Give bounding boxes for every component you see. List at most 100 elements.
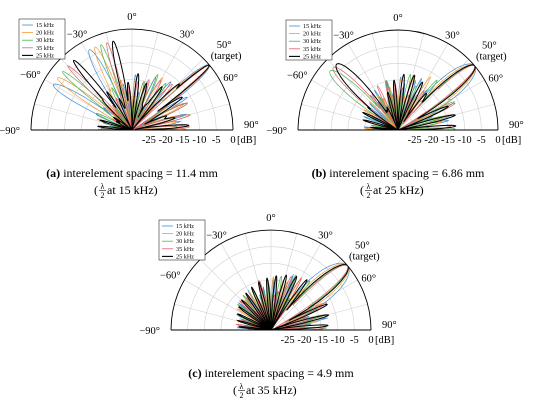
target-angle-label: 50° <box>482 41 497 52</box>
angle-tick-label: 0° <box>127 12 136 23</box>
fraction-numerator: λ <box>101 182 105 191</box>
legend-label: 20 kHz <box>36 30 54 37</box>
angle-tick-label: −90° <box>139 326 160 337</box>
caption-line: (c) interelement spacing = 4.9 mm <box>188 366 354 380</box>
subcaption-open: ( <box>94 183 98 197</box>
radial-tick-label: -15 <box>441 135 455 146</box>
angle-tick-label: −60° <box>20 70 41 81</box>
radial-tick-label: -15 <box>314 335 328 346</box>
radial-tick-label: -10 <box>331 335 345 346</box>
legend-box <box>18 18 66 60</box>
fraction-denominator: 2 <box>240 391 244 400</box>
radial-tick-label: 0 <box>230 135 235 146</box>
subcaption-open: ( <box>233 383 237 397</box>
outer-arc <box>170 229 372 331</box>
series-group <box>235 262 350 330</box>
fraction-numerator: λ <box>367 182 371 191</box>
radial-unit-label: [dB] <box>502 135 521 146</box>
angle-tick-label: 0° <box>393 13 402 24</box>
fraction-numerator: λ <box>240 382 244 391</box>
fraction-denominator: 2 <box>367 191 371 200</box>
radial-tick-label: -10 <box>192 135 206 146</box>
angle-tick-label: −90° <box>266 126 287 137</box>
legend-label: 25 kHz <box>36 52 54 59</box>
caption-label: (b) <box>312 166 327 180</box>
subcaption-rest: at 15 kHz) <box>107 183 158 197</box>
angle-tick-label: 90° <box>382 320 397 331</box>
angle-tick-label: −60° <box>287 71 308 82</box>
radial-unit-label: [dB] <box>375 335 394 346</box>
legend-label: 20 kHz <box>303 31 321 38</box>
subcaption-open: ( <box>360 183 364 197</box>
radial-tick-label: -5 <box>350 335 359 346</box>
angle-tick-label: −30° <box>206 231 227 242</box>
radial-tick-label: 0 <box>495 135 500 146</box>
fraction-denominator: 2 <box>101 191 105 200</box>
target-label: (target) <box>211 51 242 62</box>
radial-tick-label: -5 <box>212 135 221 146</box>
angle-tick-label: 30° <box>180 30 195 41</box>
legend-label: 15 kHz <box>176 223 194 230</box>
legend-label: 30 kHz <box>303 38 321 45</box>
series-line-30-kHz <box>62 44 210 130</box>
caption-label: (c) <box>188 366 201 380</box>
series-line-30-kHz <box>329 64 476 130</box>
legend-label: 15 kHz <box>303 23 321 30</box>
legend-label: 25 kHz <box>303 53 321 60</box>
legend-label: 30 kHz <box>176 238 194 245</box>
caption-text: interelement spacing = 6.86 mm <box>329 166 485 180</box>
angle-tick-label: −30° <box>67 30 88 41</box>
series-line-25-kHz <box>335 63 476 130</box>
radial-tick-label: -5 <box>477 135 486 146</box>
series-group <box>52 40 210 130</box>
angle-tick-label: −30° <box>333 31 354 42</box>
grid-spoke <box>397 59 469 131</box>
legend-box <box>158 219 206 261</box>
radial-tick-label: -20 <box>424 135 438 146</box>
caption-line: (b) interelement spacing = 6.86 mm <box>312 166 485 180</box>
angle-tick-label: 30° <box>318 231 333 242</box>
caption: (b) interelement spacing = 6.86 mm (λ2 at… <box>312 166 485 200</box>
radial-tick-label: -25 <box>142 135 156 146</box>
series-line-15-kHz <box>52 49 210 130</box>
radial-tick-label: -20 <box>297 335 311 346</box>
legend-label: 35 kHz <box>176 246 194 253</box>
radial-tick-label: -15 <box>176 135 190 146</box>
caption-text: interelement spacing = 4.9 mm <box>205 366 355 380</box>
angle-tick-label: 30° <box>445 31 460 42</box>
caption-text: interelement spacing = 11.4 mm <box>63 166 218 180</box>
polar-chart-0: −90° −60° −30° 0° 30° 60° 90° 50°(target) -25 -20… <box>0 12 259 200</box>
subcaption-rest: at 35 kHz) <box>246 383 297 397</box>
legend-label: 20 kHz <box>176 231 194 238</box>
angle-tick-label: 0° <box>266 213 275 224</box>
angle-tick-label: 60° <box>361 274 376 285</box>
angle-tick-label: 90° <box>509 120 524 131</box>
radial-tick-label: -25 <box>281 335 295 346</box>
series-line-25-kHz <box>73 40 210 130</box>
angle-tick-label: −60° <box>160 271 181 282</box>
radial-tick-label: -20 <box>159 135 173 146</box>
caption: (c) interelement spacing = 4.9 mm (λ2 at … <box>188 366 354 400</box>
legend-label: 30 kHz <box>36 37 54 44</box>
radial-tick-label: -25 <box>408 135 422 146</box>
angle-tick-label: 90° <box>244 120 259 131</box>
radial-tick-label: 0 <box>368 335 373 346</box>
outer-arc <box>297 29 499 131</box>
outer-arc <box>30 28 234 131</box>
target-angle-label: 50° <box>217 40 232 51</box>
legend-label: 35 kHz <box>36 45 54 52</box>
legend-box <box>285 19 333 61</box>
legend-label: 15 kHz <box>36 22 54 29</box>
radial-tick-label: -10 <box>458 135 472 146</box>
series-line-25-kHz <box>237 264 349 330</box>
series-group <box>329 63 477 130</box>
legend-label: 35 kHz <box>303 46 321 53</box>
caption-label: (a) <box>46 166 60 180</box>
target-angle-label: 50° <box>355 241 370 252</box>
polar-chart-1: −90° −60° −30° 0° 30° 60° 90° 50°(target) -25 -20… <box>266 13 523 200</box>
caption: (a) interelement spacing = 11.4 mm (λ2 at… <box>46 166 218 200</box>
radial-unit-label: [dB] <box>237 135 256 146</box>
subcaption-rest: at 25 kHz) <box>373 183 424 197</box>
target-label: (target) <box>349 252 380 263</box>
